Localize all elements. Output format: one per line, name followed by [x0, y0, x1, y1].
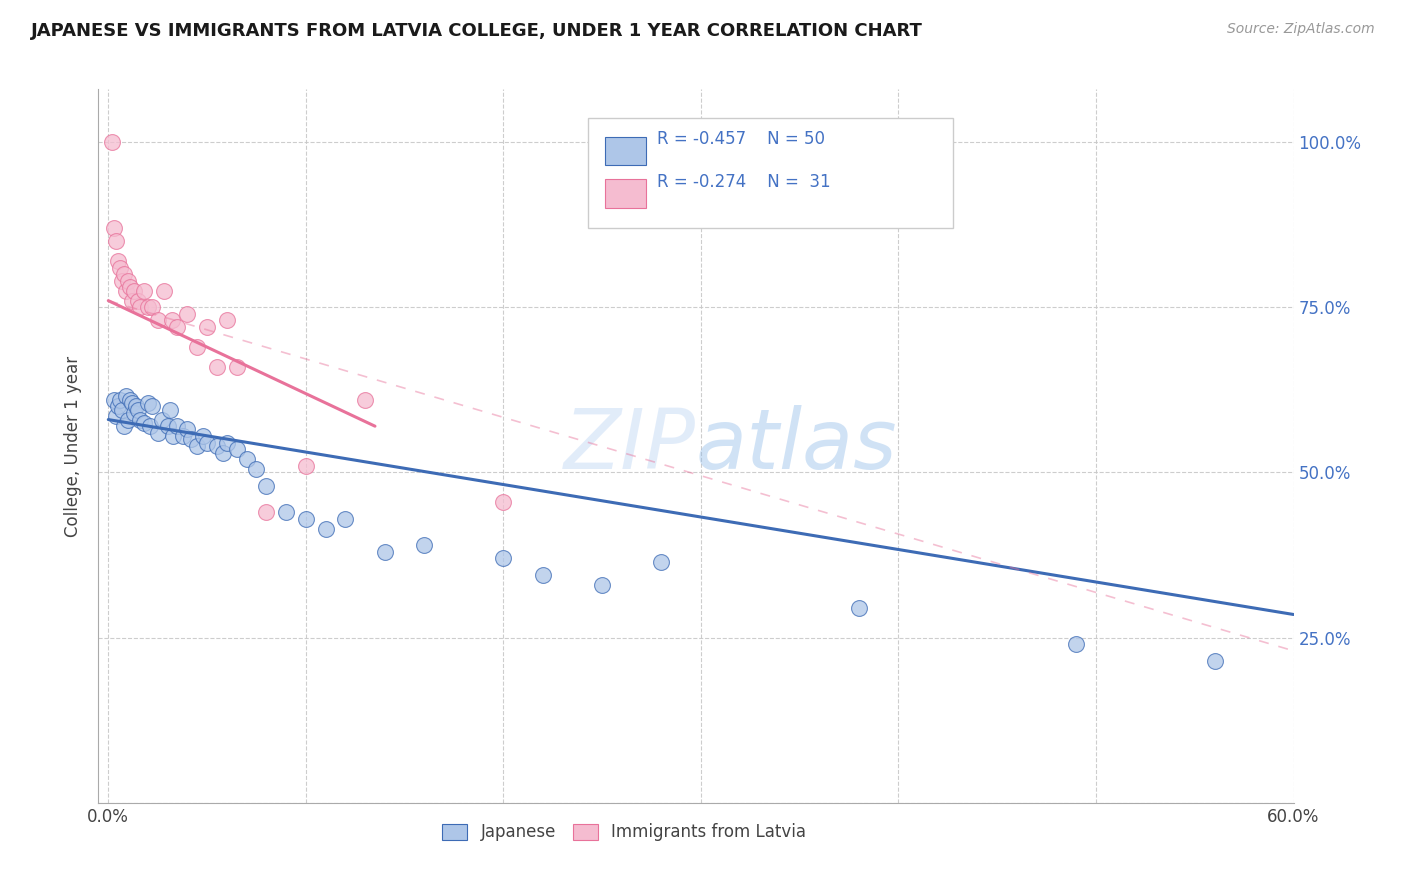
Point — [115, 284, 138, 298]
Point — [205, 439, 228, 453]
Point — [108, 260, 131, 275]
Text: ZIP: ZIP — [564, 406, 696, 486]
Point — [108, 392, 131, 407]
Point — [1204, 654, 1226, 668]
Point — [354, 392, 377, 407]
FancyBboxPatch shape — [589, 118, 953, 228]
Point — [492, 551, 515, 566]
Point — [122, 406, 145, 420]
Point — [225, 359, 247, 374]
Point — [245, 462, 267, 476]
Point — [136, 396, 159, 410]
Point — [156, 419, 179, 434]
Point — [315, 522, 337, 536]
Point — [160, 313, 183, 327]
Point — [146, 313, 169, 327]
Point — [111, 274, 134, 288]
Point — [205, 359, 228, 374]
Point — [166, 419, 188, 434]
Point — [1064, 637, 1087, 651]
Point — [129, 300, 152, 314]
FancyBboxPatch shape — [605, 136, 645, 165]
Point — [103, 221, 125, 235]
Point — [136, 300, 159, 314]
Point — [118, 280, 141, 294]
Point — [295, 511, 318, 525]
Point — [141, 400, 163, 414]
Text: JAPANESE VS IMMIGRANTS FROM LATVIA COLLEGE, UNDER 1 YEAR CORRELATION CHART: JAPANESE VS IMMIGRANTS FROM LATVIA COLLE… — [31, 22, 922, 40]
Legend: Japanese, Immigrants from Latvia: Japanese, Immigrants from Latvia — [436, 817, 813, 848]
Point — [121, 396, 143, 410]
Point — [107, 400, 129, 414]
Point — [107, 254, 129, 268]
Point — [115, 389, 138, 403]
Point — [117, 412, 139, 426]
Point — [225, 442, 247, 457]
Point — [162, 429, 184, 443]
Point — [159, 402, 181, 417]
Point — [176, 422, 198, 436]
Point — [101, 135, 124, 149]
Point — [335, 511, 357, 525]
Point — [531, 567, 554, 582]
Text: Source: ZipAtlas.com: Source: ZipAtlas.com — [1227, 22, 1375, 37]
Point — [195, 320, 218, 334]
Point — [141, 300, 163, 314]
Text: atlas: atlas — [696, 406, 897, 486]
Point — [139, 419, 162, 434]
Point — [127, 402, 149, 417]
Text: R = -0.274    N =  31: R = -0.274 N = 31 — [657, 173, 830, 191]
Point — [235, 452, 257, 467]
Point — [591, 578, 613, 592]
Point — [112, 267, 135, 281]
Point — [152, 284, 174, 298]
FancyBboxPatch shape — [605, 179, 645, 208]
Point — [848, 600, 870, 615]
Point — [295, 458, 318, 473]
Point — [186, 439, 208, 453]
Y-axis label: College, Under 1 year: College, Under 1 year — [65, 355, 83, 537]
Point — [105, 409, 128, 424]
Point — [125, 400, 148, 414]
Point — [254, 478, 277, 492]
Point — [118, 392, 141, 407]
Point — [117, 274, 139, 288]
Point — [132, 284, 155, 298]
Point — [146, 425, 169, 440]
Point — [112, 419, 135, 434]
Point — [132, 416, 155, 430]
Point — [191, 429, 214, 443]
Text: R = -0.457    N = 50: R = -0.457 N = 50 — [657, 130, 824, 148]
Point — [111, 402, 134, 417]
Point — [492, 495, 515, 509]
Point — [650, 555, 672, 569]
Point — [180, 433, 202, 447]
Point — [274, 505, 297, 519]
Point — [122, 284, 145, 298]
Point — [215, 435, 238, 450]
Point — [413, 538, 436, 552]
Point — [176, 307, 198, 321]
Point — [195, 435, 218, 450]
Point — [172, 429, 194, 443]
Point — [129, 412, 152, 426]
Point — [127, 293, 149, 308]
Point — [166, 320, 188, 334]
Point — [215, 313, 238, 327]
Point — [212, 445, 235, 459]
Point — [121, 293, 143, 308]
Point — [103, 392, 125, 407]
Point — [105, 234, 128, 248]
Point — [254, 505, 277, 519]
Point — [150, 412, 173, 426]
Point — [374, 545, 396, 559]
Point — [186, 340, 208, 354]
